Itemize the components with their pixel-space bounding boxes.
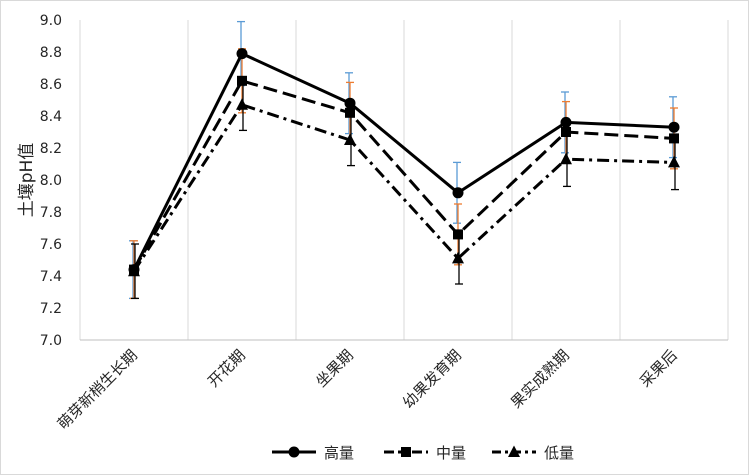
y-tick-label: 7.4 (40, 269, 62, 285)
marker-circle (452, 187, 464, 199)
marker-circle (560, 116, 572, 128)
y-tick-label: 8.8 (40, 45, 62, 61)
y-tick-label: 9.0 (40, 13, 62, 29)
marker-square (561, 127, 571, 137)
marker-square (401, 447, 411, 457)
marker-circle (288, 446, 300, 458)
series-lines (132, 52, 675, 273)
y-tick-label: 8.2 (40, 141, 62, 157)
x-category-label: 坐果期 (312, 346, 357, 391)
legend: 高量 中量 低量 (272, 444, 574, 462)
x-category-label: 采果后 (636, 346, 681, 391)
marker-triangle (344, 133, 356, 145)
grid-lines (79, 20, 729, 341)
series-line (132, 52, 675, 271)
marker-square (453, 229, 463, 240)
marker-triangle (508, 445, 520, 457)
x-category-label: 开花期 (204, 346, 249, 391)
x-category-label: 幼果发育期 (399, 346, 465, 412)
y-tick-label: 7.2 (40, 301, 62, 317)
series-line (132, 79, 675, 271)
y-tick-labels: 7.0 7.2 7.4 7.6 7.8 8.0 8.2 8.4 8.6 8.8 9.0 (40, 13, 62, 349)
legend-label: 中量 (436, 444, 466, 462)
y-tick-label: 7.6 (40, 237, 62, 253)
marker-square (345, 107, 355, 118)
marker-triangle (452, 251, 464, 264)
marker-square (669, 133, 679, 144)
marker-square (237, 75, 247, 86)
y-tick-label: 7.8 (40, 205, 62, 221)
legend-label: 高量 (324, 444, 354, 462)
marker-circle (668, 121, 680, 133)
marker-circle (344, 97, 356, 109)
marker-triangle (560, 152, 572, 165)
series-line (132, 103, 675, 273)
legend-label: 低量 (544, 444, 574, 462)
series-markers (128, 48, 680, 277)
x-category-label: 果实成熟期 (507, 346, 573, 412)
y-tick-label: 7.0 (40, 333, 62, 349)
y-axis-label: 土壤pH值 (16, 143, 37, 218)
y-tick-label: 8.4 (40, 109, 62, 125)
x-category-label: 萌芽新梢生长期 (54, 346, 141, 433)
x-category-labels: 萌芽新梢生长期 开花期 坐果期 幼果发育期 果实成熟期 采果后 (54, 346, 681, 433)
y-tick-label: 8.6 (40, 77, 62, 93)
marker-triangle (128, 264, 140, 277)
marker-triangle (668, 155, 680, 168)
marker-triangle (236, 98, 248, 110)
marker-circle (236, 48, 248, 60)
y-tick-label: 8.0 (40, 173, 62, 189)
